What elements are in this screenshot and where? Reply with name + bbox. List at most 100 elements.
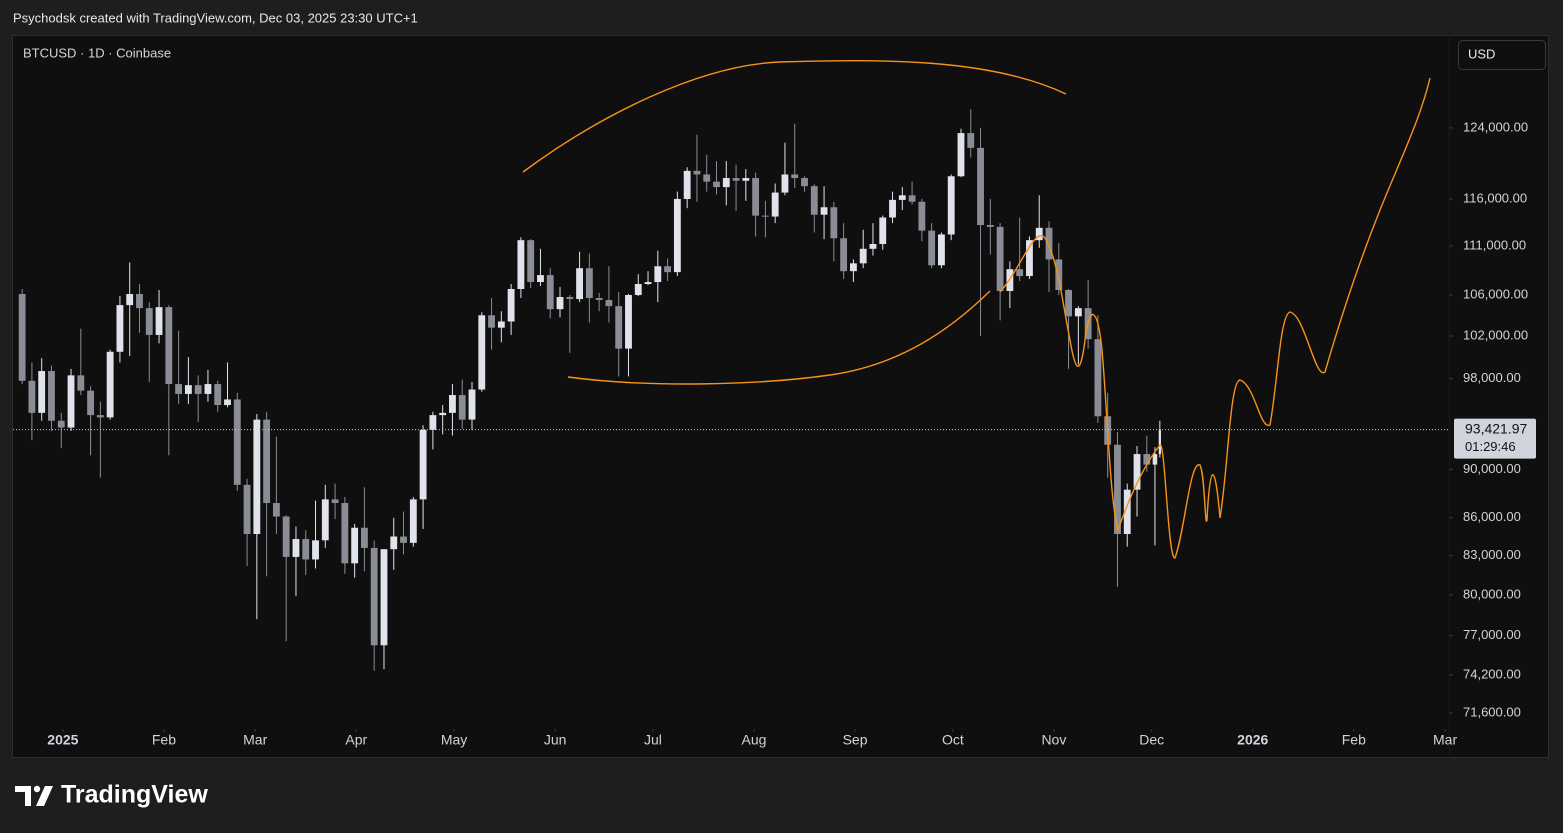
y-tick-label: 74,200.00 (1463, 666, 1521, 681)
candle-body (761, 215, 769, 217)
last-price-label: 93,421.97 (1465, 420, 1527, 436)
candle-body (1035, 227, 1043, 241)
candle-body (116, 305, 124, 352)
x-tick-label: Oct (942, 732, 964, 748)
y-tick-label: 90,000.00 (1463, 461, 1521, 476)
logo: TradingView (15, 781, 208, 809)
candle-body (918, 201, 926, 231)
drawings (522, 59, 1431, 559)
candle-body (1123, 489, 1131, 535)
candle-body (224, 399, 231, 406)
x-tick-label: Mar (1433, 732, 1457, 748)
candle-body (175, 384, 183, 394)
candle-body (48, 371, 55, 421)
candle-body (439, 412, 447, 416)
logo-text: TradingView (61, 781, 208, 809)
candle-body (18, 294, 26, 381)
candle-body (28, 380, 36, 413)
currency-button[interactable] (1458, 40, 1546, 70)
candle-body (449, 395, 456, 413)
candle-body (87, 390, 95, 416)
y-tick-label: 106,000.00 (1463, 286, 1528, 301)
chart-frame (12, 35, 1549, 758)
candle-body (145, 308, 153, 335)
candle-body (879, 217, 887, 244)
x-tick-label: Aug (742, 732, 767, 748)
y-tick-label: 71,600.00 (1463, 704, 1521, 719)
x-tick-label: 2025 (47, 732, 78, 748)
candle-body (742, 178, 750, 181)
candle-body (194, 385, 202, 394)
candle-body (1045, 227, 1053, 260)
x-tick-label: Feb (1342, 732, 1366, 748)
candle-body (703, 174, 711, 182)
candle-body (967, 133, 975, 148)
candle-body (360, 527, 368, 548)
y-tick-label: 98,000.00 (1463, 370, 1521, 385)
candle-body (849, 263, 857, 272)
candle-body (1065, 290, 1072, 317)
candle-body (928, 230, 936, 266)
candle-body (253, 419, 261, 535)
x-tick-label: Nov (1041, 732, 1066, 748)
candle-body (204, 384, 212, 394)
candle-body (165, 307, 173, 385)
y-tick-label: 86,000.00 (1463, 509, 1521, 524)
candle-body (673, 198, 681, 273)
candle-body (713, 181, 720, 188)
candle-body (1016, 269, 1024, 277)
candle-body (341, 503, 349, 564)
candle-body (106, 351, 114, 418)
candle-body (233, 399, 241, 485)
candle-body (478, 315, 486, 390)
logo-icon-bar (15, 786, 31, 806)
candle-body (683, 170, 691, 199)
candle-body (507, 289, 515, 322)
candle-body (370, 547, 378, 646)
candle-body (801, 178, 808, 187)
candle-body (400, 536, 407, 543)
candle-body (136, 294, 143, 309)
candle-body (830, 207, 838, 239)
candle-body (77, 375, 85, 391)
x-tick-label: May (441, 732, 467, 748)
y-tick-label: 124,000.00 (1463, 119, 1528, 134)
x-tick-label: Mar (243, 732, 267, 748)
candle-body (634, 284, 642, 296)
candle-body (722, 178, 730, 188)
candle-body (664, 266, 672, 273)
candle-body (1158, 429, 1161, 455)
candle-body (840, 238, 848, 272)
axes: 71,600.00 74,200.00 77,000.00 80,000.00 83,0… (13, 119, 1536, 748)
candle-body (977, 147, 984, 226)
candle-body (419, 429, 427, 500)
bottom-arc-drawing (567, 290, 991, 385)
symbol-label: BTCUSD · 1D · Coinbase (23, 45, 171, 60)
candle-body (889, 199, 896, 218)
candle-body (1114, 444, 1121, 535)
candle-body (898, 195, 906, 200)
y-tick-label: 116,000.00 (1463, 190, 1527, 205)
x-tick-label: Dec (1139, 732, 1164, 748)
candle-body (605, 300, 613, 307)
candle-body (312, 540, 319, 560)
candle-body (546, 275, 554, 310)
candle-body (292, 539, 300, 557)
candle-body (693, 170, 701, 175)
candle-body (263, 419, 271, 504)
candle-body (654, 266, 662, 283)
candle-body (595, 298, 603, 301)
candle-body (155, 307, 163, 335)
candle-body (1133, 454, 1141, 490)
candle-body (488, 315, 495, 328)
candle-body (791, 174, 799, 179)
top-arc-drawing (522, 59, 1067, 173)
currency-label[interactable]: USD (1468, 46, 1495, 61)
x-tick-label: Sep (843, 732, 868, 748)
candle-body (869, 243, 877, 249)
candle-body (409, 499, 417, 543)
candle-body (810, 186, 818, 215)
y-tick-label: 80,000.00 (1463, 586, 1521, 601)
candle-body (615, 306, 623, 349)
